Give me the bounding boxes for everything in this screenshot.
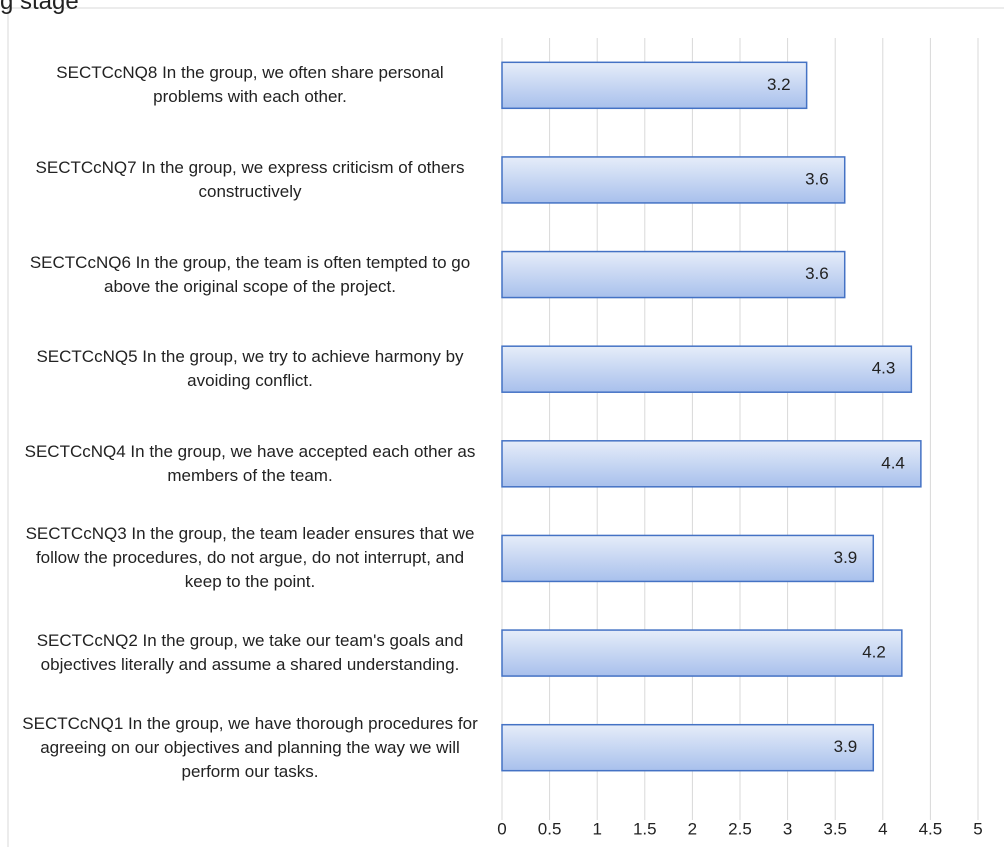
bar xyxy=(501,61,808,110)
y-tick-label: SECTCcNQ2 In the group, we take our team… xyxy=(36,631,464,675)
x-tick-label: 1.5 xyxy=(633,819,657,838)
bar xyxy=(501,250,846,299)
x-tick-label: 4.5 xyxy=(919,819,943,838)
data-label: 3.9 xyxy=(834,548,858,567)
x-tick-label: 5 xyxy=(973,819,982,838)
data-label: 3.6 xyxy=(805,169,829,188)
x-tick-label: 3 xyxy=(783,819,792,838)
x-tick-label: 0.5 xyxy=(538,819,562,838)
y-tick-label: SECTCcNQ7 In the group, we express criti… xyxy=(35,157,465,201)
chart-title: g stage xyxy=(0,0,79,15)
x-tick-label: 0 xyxy=(497,819,506,838)
bar xyxy=(501,629,903,677)
bar xyxy=(501,534,875,583)
data-label: 4.3 xyxy=(872,359,896,378)
x-tick-label: 2.5 xyxy=(728,819,752,838)
bar xyxy=(501,345,913,393)
bar xyxy=(501,156,846,204)
y-tick-label: SECTCcNQ6 In the group, the team is ofte… xyxy=(29,252,471,296)
y-tick-label: SECTCcNQ1 In the group, we have thorough… xyxy=(22,713,478,781)
data-label: 4.4 xyxy=(881,453,905,472)
data-label: 3.6 xyxy=(805,264,829,283)
x-tick-label: 1 xyxy=(592,819,601,838)
chart-frame xyxy=(7,7,1004,847)
y-tick-label: SECTCcNQ4 In the group, we have accepted… xyxy=(24,441,476,485)
y-tick-label: SECTCcNQ8 In the group, we often share p… xyxy=(56,63,444,107)
y-tick-label: SECTCcNQ3 In the group, the team leader … xyxy=(25,524,475,592)
x-tick-label: 3.5 xyxy=(823,819,847,838)
x-tick-label: 2 xyxy=(688,819,697,838)
data-label: 3.2 xyxy=(767,75,791,94)
data-label: 3.9 xyxy=(834,737,858,756)
y-tick-label: SECTCcNQ5 In the group, we try to achiev… xyxy=(36,347,464,391)
data-label: 4.2 xyxy=(862,643,886,662)
bar xyxy=(501,440,922,488)
x-tick-label: 4 xyxy=(878,819,887,838)
bar xyxy=(501,723,875,772)
